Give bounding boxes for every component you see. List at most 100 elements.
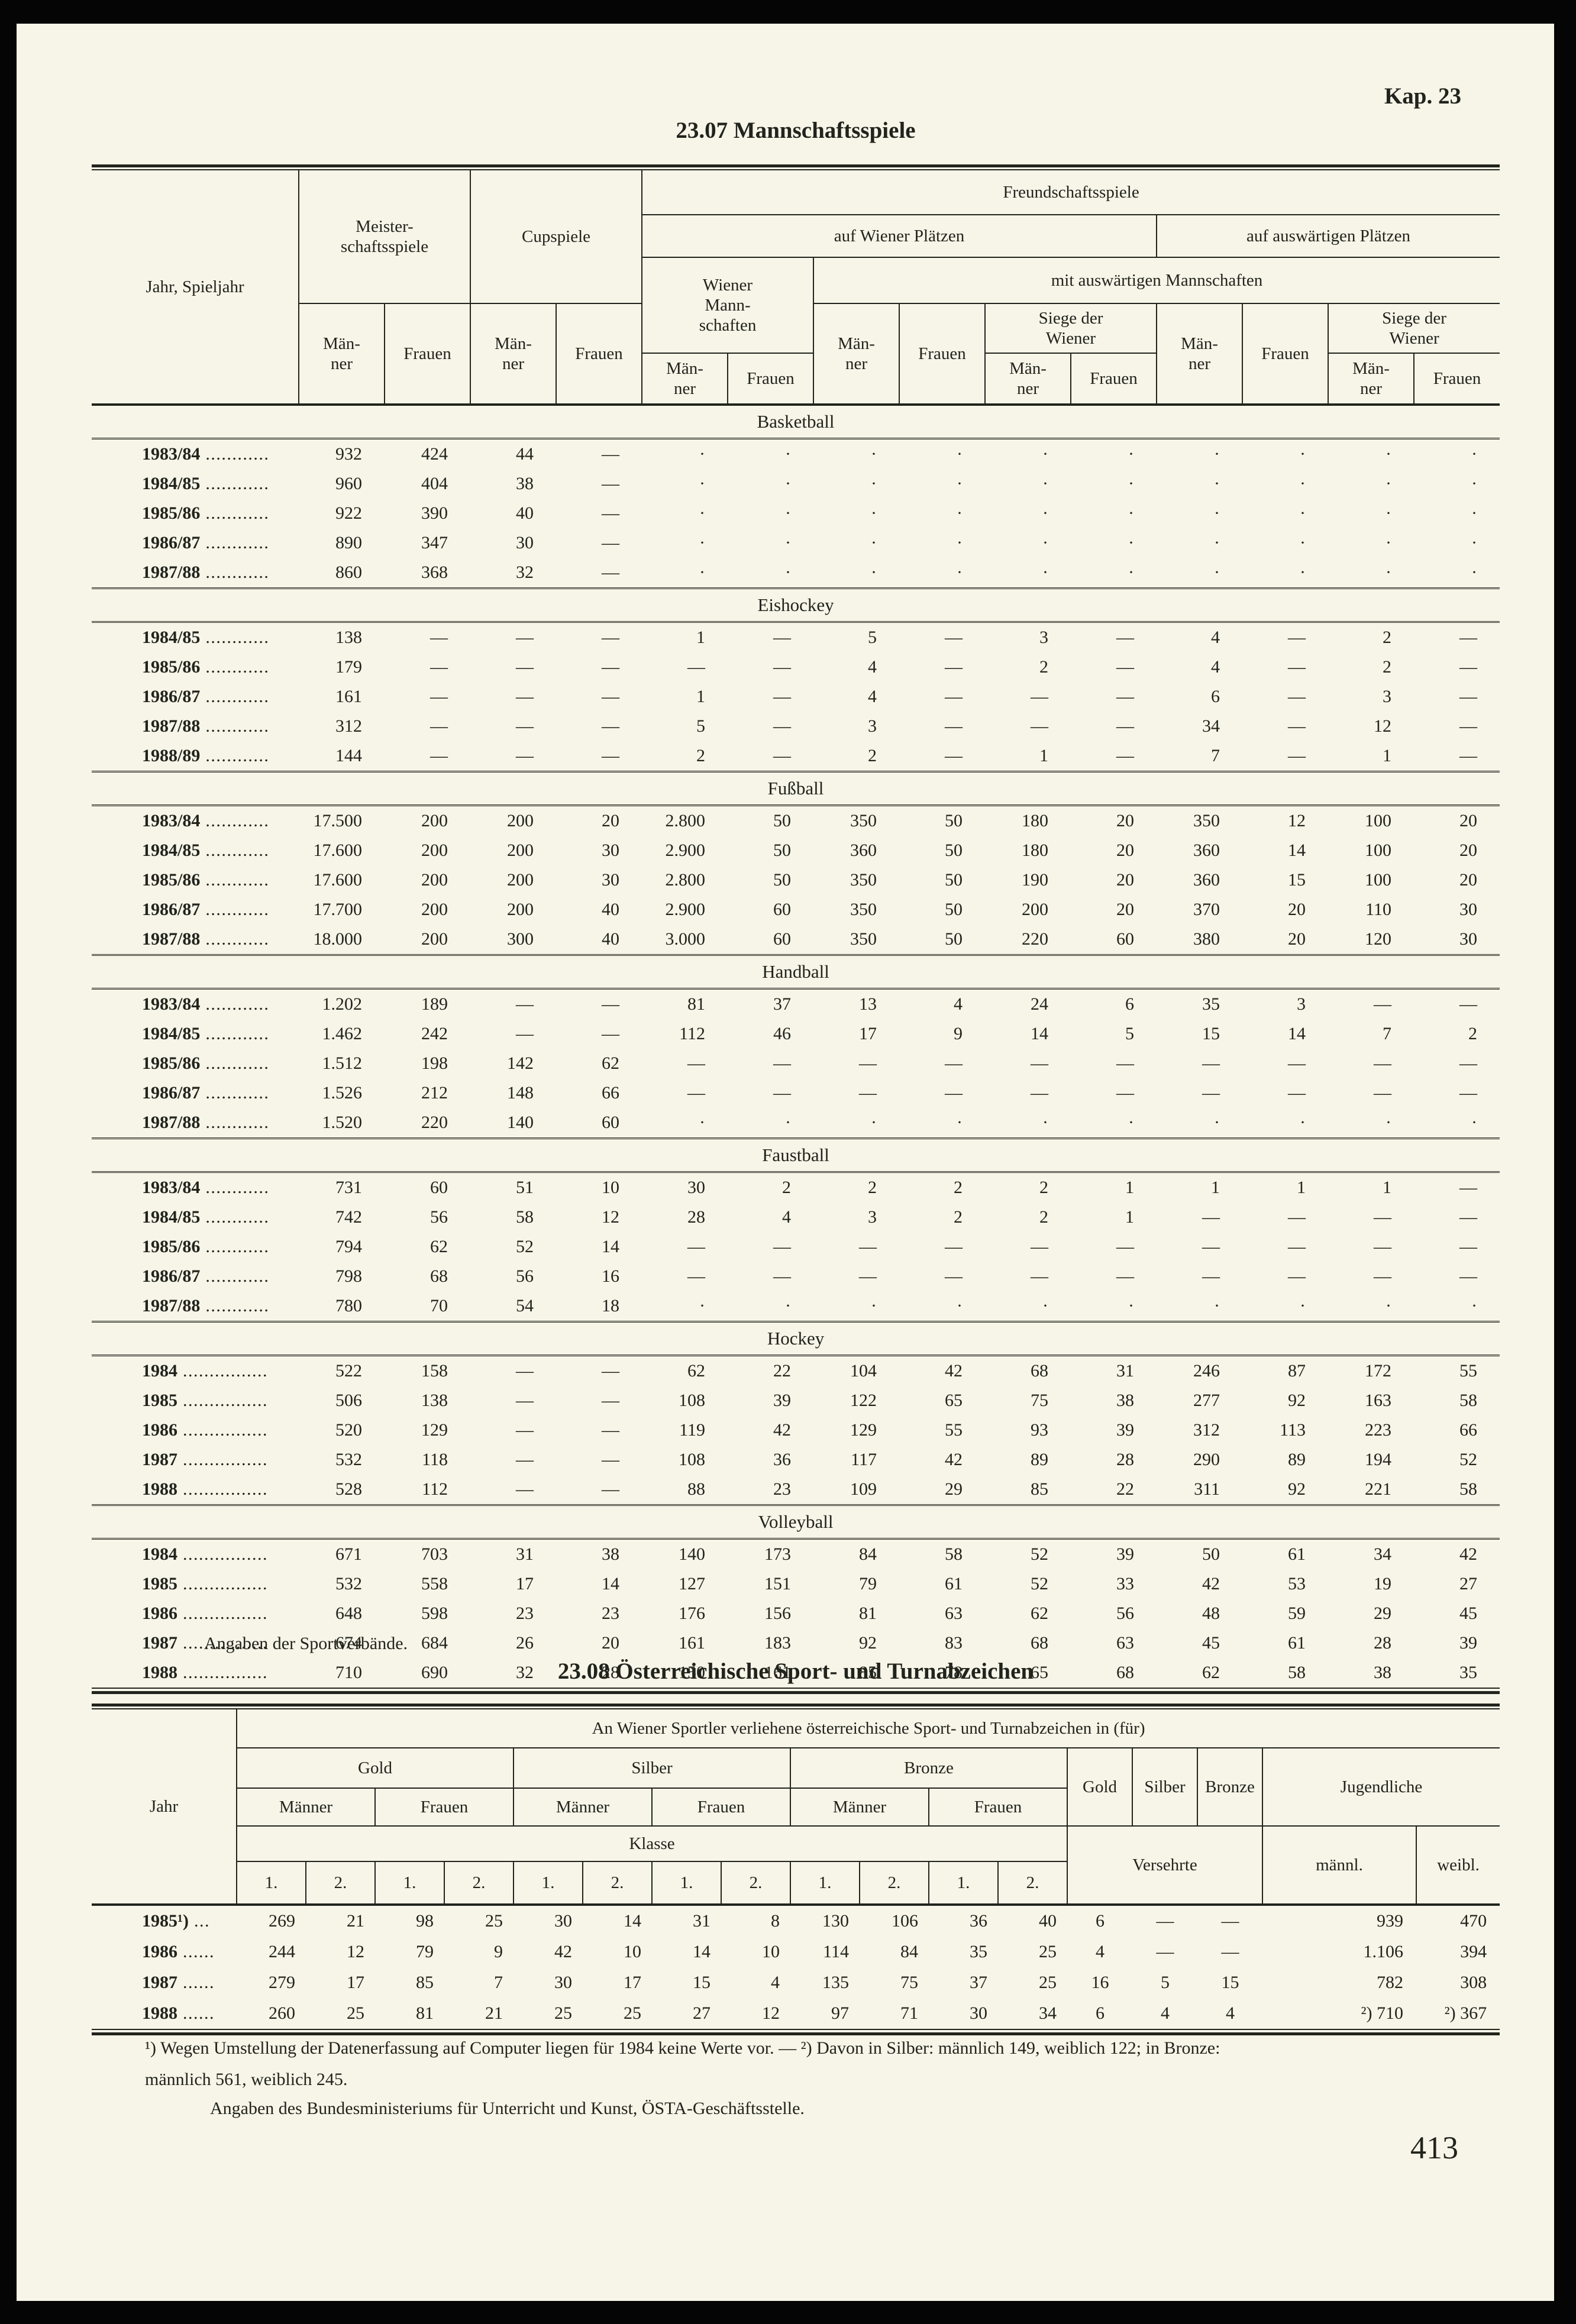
data-cell: 106 <box>892 1911 918 1931</box>
data-cell: 684 <box>421 1633 448 1653</box>
data-cell: 31 <box>1116 1361 1135 1381</box>
row-label: 1986/87 ............ <box>92 1078 299 1108</box>
data-cell: 98 <box>416 1911 434 1931</box>
data-cell: 71 <box>900 2003 918 2023</box>
table-row: 1985 ................ 532 558 17 14 127 151 79 6… <box>92 1569 1500 1599</box>
row-label: 1984/85 ............ <box>92 469 299 499</box>
data-cell: 50 <box>945 929 963 949</box>
row-label-dots: ............ <box>200 687 270 706</box>
row-label: 1986 ...... <box>92 1937 237 1967</box>
row-label-dots: ................ <box>177 1544 268 1564</box>
data-cell: · <box>1128 533 1135 552</box>
data-cell: 5 <box>1161 1973 1170 1992</box>
data-cell: 50 <box>945 841 963 860</box>
col-header-klasse-2: 2. <box>859 1861 929 1906</box>
row-label-dots: ............ <box>200 1053 270 1073</box>
data-cell: 100 <box>1365 841 1392 860</box>
col-header-jahr: Jahr <box>92 1709 237 1906</box>
data-cell: 172 <box>1365 1361 1392 1381</box>
data-cell: 30 <box>602 841 620 860</box>
data-cell: 60 <box>602 1113 620 1132</box>
row-label-dots: ................ <box>177 1604 268 1623</box>
data-cell: 129 <box>850 1420 877 1440</box>
data-cell: 112 <box>422 1479 448 1499</box>
data-cell: 61 <box>1288 1544 1306 1564</box>
data-cell: · <box>1214 563 1220 582</box>
data-cell: · <box>699 474 706 493</box>
data-cell: — <box>602 1450 620 1469</box>
data-cell: · <box>1300 1296 1306 1315</box>
col-header-weibl: weibl. <box>1415 1825 1500 1906</box>
data-cell: 932 <box>335 444 362 464</box>
data-cell: — <box>602 746 620 765</box>
data-cell: · <box>1386 533 1392 552</box>
col-header-auf-wiener-plaetzen: auf Wiener Plätzen <box>641 214 1158 258</box>
row-label-dots: ................ <box>177 1633 268 1653</box>
data-cell: 60 <box>430 1178 448 1197</box>
data-cell: 161 <box>335 687 362 706</box>
data-cell: 26 <box>516 1633 534 1653</box>
data-cell: · <box>957 1113 963 1132</box>
data-cell: 52 <box>1459 1450 1478 1469</box>
data-cell: 794 <box>335 1237 362 1256</box>
data-cell: — <box>602 1420 620 1440</box>
data-cell: 79 <box>416 1942 434 1961</box>
data-cell: 742 <box>335 1207 362 1227</box>
data-cell: — <box>945 1266 963 1286</box>
data-cell: 260 <box>269 2003 295 2023</box>
col-header-wm-maenner: Män- ner <box>641 353 729 406</box>
data-cell: · <box>1471 1113 1478 1132</box>
data-cell: 50 <box>945 870 963 890</box>
data-cell: 66 <box>1459 1420 1478 1440</box>
data-cell: 350 <box>850 811 877 830</box>
row-label-year: 1988 <box>142 1479 177 1499</box>
row-label: 1985/86 ............ <box>92 499 299 528</box>
data-cell: · <box>957 444 963 464</box>
data-cell: 731 <box>335 1178 362 1197</box>
data-cell: — <box>1459 687 1478 706</box>
col-header-siege-der-wiener: Siege der Wiener <box>1328 303 1500 354</box>
data-cell: 161 <box>764 1663 792 1682</box>
data-cell: 7 <box>1211 746 1220 765</box>
data-cell: · <box>1471 563 1478 582</box>
row-label-year: 1984/85 <box>142 841 201 860</box>
row-label: 1983/84 ............ <box>92 439 299 470</box>
row-label-dots: ............ <box>200 657 270 677</box>
data-cell: · <box>871 444 877 464</box>
col-header-siege2-maenner: Män- ner <box>1328 353 1415 406</box>
data-cell: 23 <box>773 1479 792 1499</box>
data-cell: 122 <box>850 1391 877 1410</box>
data-cell: 671 <box>335 1544 362 1564</box>
table-row: 1984/85 ............ 742 56 58 12 28 4 3 2 2 1 — — — — <box>92 1203 1500 1232</box>
data-cell: — <box>1374 1266 1392 1286</box>
data-cell: — <box>516 716 534 736</box>
row-label: 1988 ................ <box>92 1658 299 1688</box>
data-cell: 38 <box>1374 1663 1392 1682</box>
row-label: 1988 ................ <box>92 1475 299 1505</box>
row-label-dots: ................ <box>177 1574 268 1593</box>
data-cell: 4 <box>1211 628 1220 647</box>
data-cell: — <box>1288 628 1306 647</box>
data-cell: · <box>1386 563 1392 582</box>
row-label: 1985 ................ <box>92 1386 299 1415</box>
row-label-year: 1985/86 <box>142 657 201 677</box>
row-label-dots: ............ <box>200 994 270 1014</box>
data-cell: 27 <box>1459 1574 1478 1593</box>
data-cell: 62 <box>1202 1663 1220 1682</box>
table-row: 1984/85 ............ 1.462 242 — — 112 46 17 9 14… <box>92 1019 1500 1049</box>
data-cell: 1 <box>696 628 706 647</box>
data-cell: 17 <box>624 1973 641 1992</box>
data-cell: 68 <box>430 1266 448 1286</box>
data-cell: 1 <box>1125 1207 1135 1227</box>
row-label-year: 1984/85 <box>142 474 201 493</box>
data-cell: — <box>1288 657 1306 677</box>
col-header-siege1-maenner: Män- ner <box>984 353 1072 406</box>
data-cell: 158 <box>421 1361 448 1381</box>
data-cell: 39 <box>773 1391 792 1410</box>
data-cell: 300 <box>507 929 534 949</box>
row-label-year: 1986 <box>142 1942 177 1961</box>
data-cell: 2 <box>696 746 706 765</box>
data-cell: · <box>699 503 706 523</box>
data-cell: 10 <box>762 1942 780 1961</box>
table-row: 1983/84 ............ 17.500 200 200 20 2.800 5… <box>92 806 1500 836</box>
